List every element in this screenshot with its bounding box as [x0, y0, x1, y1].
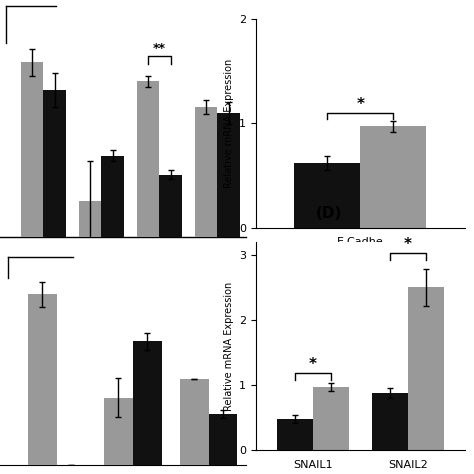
Bar	[80, 201, 101, 237]
Bar	[372, 393, 408, 450]
Bar	[28, 294, 57, 465]
Text: *: *	[404, 237, 411, 252]
Bar	[180, 379, 209, 465]
Bar	[218, 113, 239, 237]
Bar	[44, 90, 65, 237]
Bar	[277, 419, 313, 450]
Bar	[209, 414, 237, 465]
Bar	[294, 163, 360, 228]
Bar	[313, 387, 349, 450]
Bar	[104, 398, 133, 465]
Text: *: *	[309, 357, 317, 372]
Bar	[408, 287, 444, 450]
Bar	[21, 62, 44, 237]
Bar	[101, 156, 124, 237]
Bar	[195, 107, 218, 237]
Bar	[133, 341, 162, 465]
Y-axis label: Relative mRNA Expression: Relative mRNA Expression	[224, 59, 234, 188]
Text: *: *	[356, 97, 364, 111]
Text: (D): (D)	[316, 206, 342, 221]
Y-axis label: Relative mRNA Expression: Relative mRNA Expression	[224, 282, 234, 410]
Text: **: **	[153, 42, 166, 55]
Bar	[159, 175, 182, 237]
Bar	[360, 127, 426, 228]
Bar	[137, 81, 159, 237]
